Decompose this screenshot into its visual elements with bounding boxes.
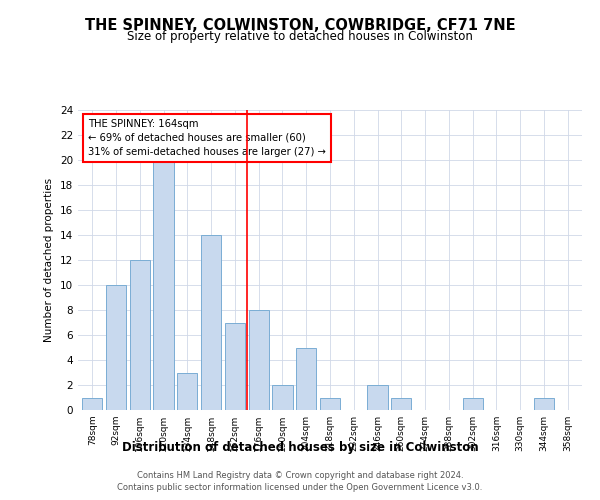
Bar (154, 160, 173, 410)
Bar (272, 385, 293, 410)
Bar (367, 385, 388, 410)
Bar (177, 372, 197, 410)
Text: Distribution of detached houses by size in Colwinston: Distribution of detached houses by size … (122, 441, 478, 454)
Text: THE SPINNEY: 164sqm
← 69% of detached houses are smaller (60)
31% of semi-detach: THE SPINNEY: 164sqm ← 69% of detached ho… (88, 119, 326, 157)
Bar (463, 398, 483, 410)
Y-axis label: Number of detached properties: Number of detached properties (44, 178, 55, 342)
Text: Contains public sector information licensed under the Open Government Licence v3: Contains public sector information licen… (118, 483, 482, 492)
Text: Size of property relative to detached houses in Colwinston: Size of property relative to detached ho… (127, 30, 473, 43)
Bar (296, 348, 316, 410)
Text: Contains HM Land Registry data © Crown copyright and database right 2024.: Contains HM Land Registry data © Crown c… (137, 472, 463, 480)
Bar (82, 398, 103, 410)
Bar (391, 398, 412, 410)
Bar (534, 398, 554, 410)
Bar (106, 285, 126, 410)
Text: THE SPINNEY, COLWINSTON, COWBRIDGE, CF71 7NE: THE SPINNEY, COLWINSTON, COWBRIDGE, CF71… (85, 18, 515, 32)
Bar (201, 235, 221, 410)
Bar (248, 310, 269, 410)
Bar (225, 322, 245, 410)
Bar (130, 260, 150, 410)
Bar (320, 398, 340, 410)
